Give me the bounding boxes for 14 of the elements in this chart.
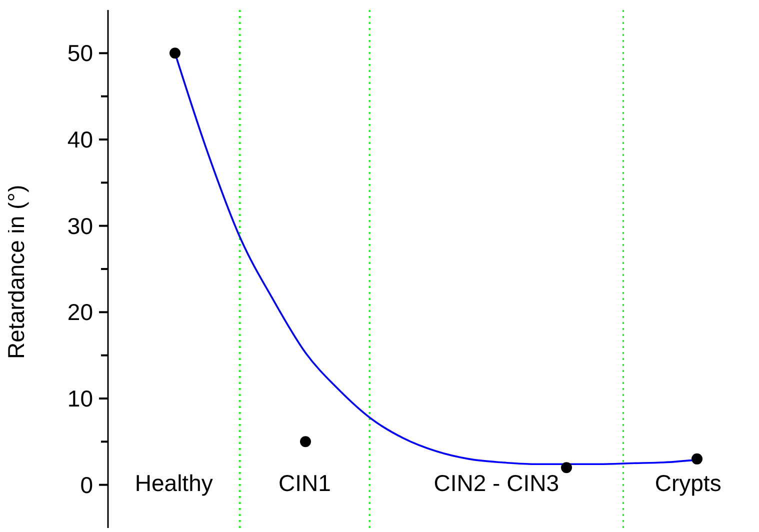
annotation: CIN2 - CIN3 — [432, 470, 560, 497]
y-tick-label: 40 — [67, 126, 93, 152]
annotation: Crypts — [654, 470, 722, 497]
y-tick-label: 10 — [67, 386, 93, 412]
y-tick-label: 20 — [67, 299, 93, 326]
y-tick-label: 30 — [67, 212, 93, 239]
annotation: CIN1 — [278, 470, 331, 496]
point — [561, 462, 572, 474]
y-tick-label: 50 — [67, 40, 93, 66]
point — [170, 48, 180, 59]
annotation: Healthy — [134, 470, 213, 496]
point — [300, 436, 311, 448]
y-tick-label: 0 — [80, 472, 93, 498]
point — [692, 453, 702, 464]
